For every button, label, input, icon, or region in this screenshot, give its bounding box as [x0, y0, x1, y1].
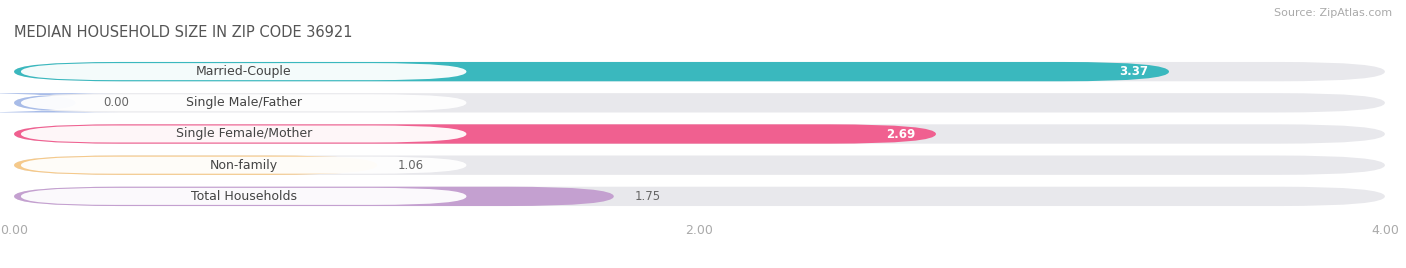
- FancyBboxPatch shape: [21, 125, 467, 143]
- FancyBboxPatch shape: [21, 63, 467, 80]
- Text: Single Female/Mother: Single Female/Mother: [176, 128, 312, 140]
- Text: Non-family: Non-family: [209, 159, 278, 172]
- FancyBboxPatch shape: [14, 124, 1385, 144]
- FancyBboxPatch shape: [14, 187, 1385, 206]
- Text: 0.00: 0.00: [103, 96, 129, 109]
- FancyBboxPatch shape: [14, 62, 1168, 81]
- FancyBboxPatch shape: [14, 93, 1385, 113]
- Text: 2.69: 2.69: [886, 128, 915, 140]
- Text: Married-Couple: Married-Couple: [195, 65, 291, 78]
- Text: MEDIAN HOUSEHOLD SIZE IN ZIP CODE 36921: MEDIAN HOUSEHOLD SIZE IN ZIP CODE 36921: [14, 25, 353, 40]
- FancyBboxPatch shape: [21, 188, 467, 205]
- FancyBboxPatch shape: [21, 157, 467, 174]
- Text: Source: ZipAtlas.com: Source: ZipAtlas.com: [1274, 8, 1392, 18]
- FancyBboxPatch shape: [21, 94, 467, 111]
- FancyBboxPatch shape: [14, 124, 936, 144]
- FancyBboxPatch shape: [14, 155, 377, 175]
- Text: Single Male/Father: Single Male/Father: [186, 96, 302, 109]
- FancyBboxPatch shape: [0, 93, 121, 113]
- FancyBboxPatch shape: [14, 155, 1385, 175]
- FancyBboxPatch shape: [14, 187, 614, 206]
- Text: 1.06: 1.06: [398, 159, 425, 172]
- FancyBboxPatch shape: [14, 62, 1385, 81]
- Text: 3.37: 3.37: [1119, 65, 1149, 78]
- Text: Total Households: Total Households: [191, 190, 297, 203]
- Text: 1.75: 1.75: [634, 190, 661, 203]
